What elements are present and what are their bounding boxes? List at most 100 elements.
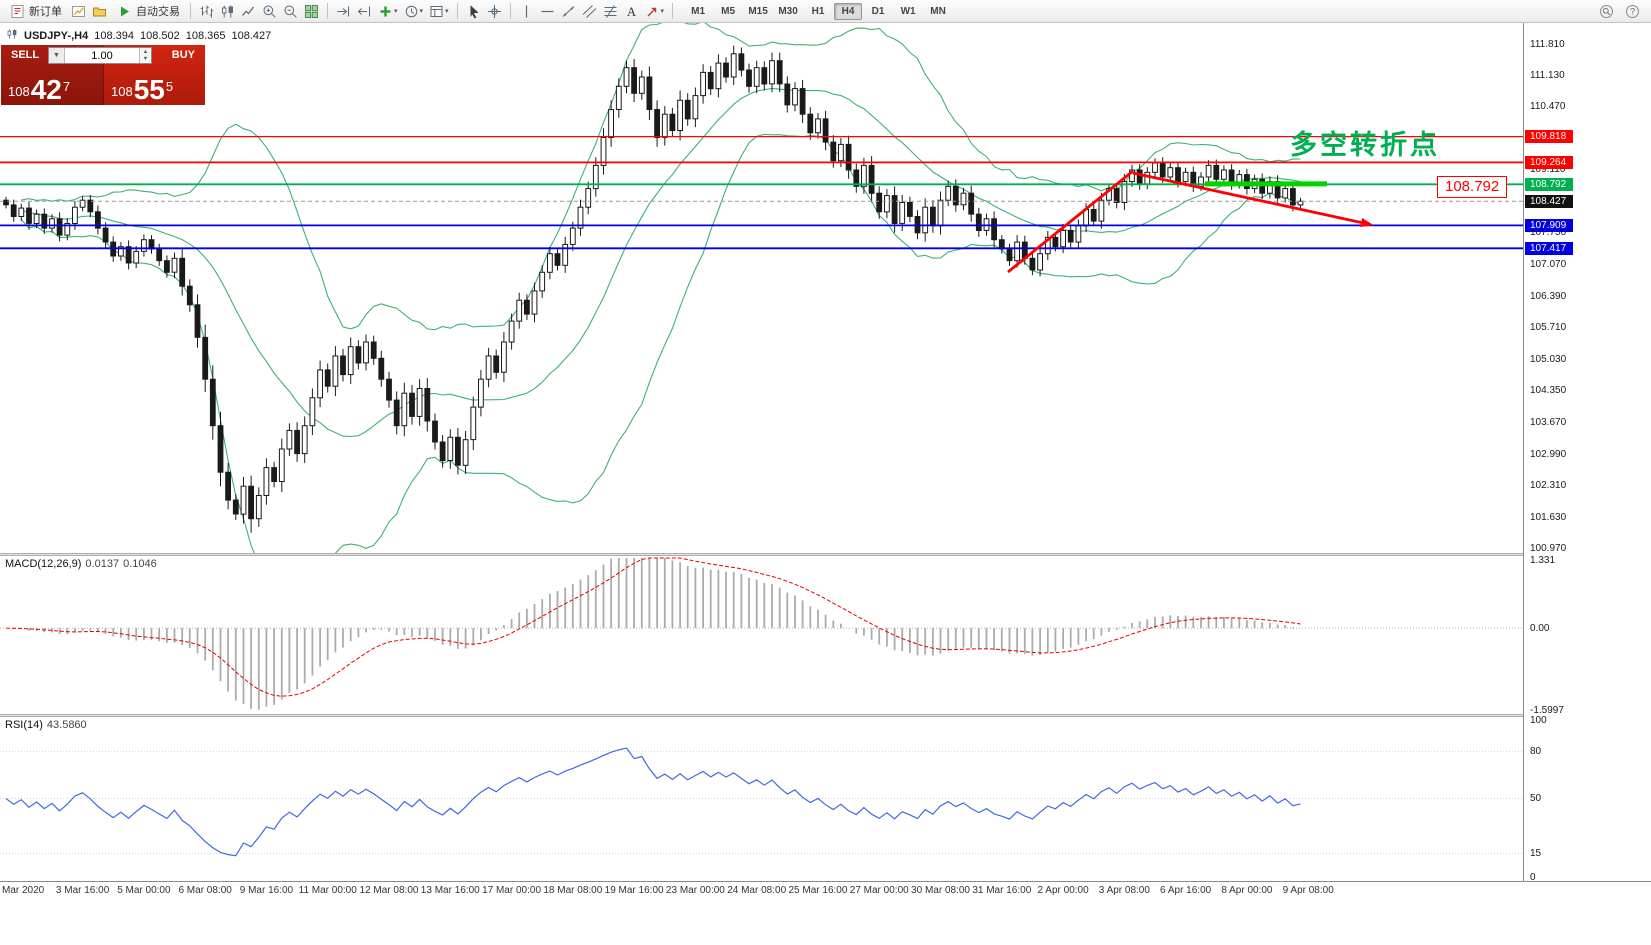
timeframe-m5-button[interactable]: M5 [721, 5, 736, 17]
templates-icon[interactable]: ▾ [427, 2, 451, 21]
horizontal-line-icon[interactable] [538, 2, 557, 21]
trend-arrow-line[interactable] [1132, 171, 1369, 226]
volume-input[interactable] [65, 48, 139, 63]
x-axis-label: Mar 2020 [2, 885, 45, 896]
timeframe-h4-button[interactable]: H4 [834, 2, 863, 20]
y-axis-label: 107.070 [1530, 258, 1567, 270]
level-price-tag: 107.909 [1525, 218, 1573, 232]
svg-text:A: A [627, 5, 636, 19]
buy-label: BUY [171, 49, 195, 61]
autotrading-button[interactable]: 自动交易 [111, 2, 185, 21]
sell-button[interactable]: SELL 108 42 7 [1, 45, 103, 105]
macd-name: MACD(12,26,9) [5, 558, 82, 570]
ohlc-high: 108.502 [139, 29, 180, 42]
text-icon[interactable]: A [622, 2, 641, 21]
rsi-axis-label: 15 [1530, 847, 1542, 859]
chevron-down-icon[interactable]: ▾ [419, 8, 424, 15]
profiles-icon[interactable] [90, 2, 109, 21]
price-label-box[interactable]: 108.792 [1437, 176, 1508, 198]
chevron-down-icon[interactable]: ▾ [394, 8, 398, 15]
timeframe-w1-button[interactable]: W1 [900, 5, 916, 17]
search-icon[interactable] [1597, 2, 1616, 21]
y-axis-label: 102.990 [1530, 448, 1567, 460]
timeframe-h1-button[interactable]: H1 [811, 5, 825, 17]
periods-icon[interactable]: ▾ [402, 2, 426, 21]
macd-axis-label: -1.5997 [1530, 704, 1564, 716]
zoom-in-icon[interactable] [260, 2, 279, 21]
ohlc-low: 108.365 [185, 29, 226, 42]
volume-control: ▼ ▲▼ [48, 47, 152, 64]
level-price-tag: 108.792 [1525, 177, 1573, 191]
auto-scroll-icon[interactable] [334, 2, 353, 21]
rsi-value: 43.5860 [46, 719, 87, 731]
chart-window: USDJPY-,H4 108.394 108.502 108.365 108.4… [0, 23, 1523, 553]
zoom-out-icon[interactable] [281, 2, 300, 21]
toolbar-separator [456, 3, 458, 19]
new-order-icon [10, 2, 25, 21]
channel-icon[interactable] [580, 2, 599, 21]
chevron-down-icon[interactable]: ▾ [445, 8, 449, 15]
bollinger-upper-band [21, 23, 1301, 331]
y-axis-label: 110.470 [1530, 100, 1566, 112]
volume-dropdown[interactable]: ▼ [49, 48, 65, 63]
candlestick-chart-icon[interactable] [218, 2, 237, 21]
trend-arrow-line[interactable] [1007, 169, 1134, 274]
timeframe-m1-button[interactable]: M1 [691, 5, 706, 17]
timeframe-d1-button[interactable]: D1 [871, 5, 885, 17]
line-chart-icon[interactable] [239, 2, 258, 21]
price-axis: 111.810111.130110.470109.790109.110108.4… [1523, 23, 1651, 883]
timeframe-m30-button[interactable]: M30 [778, 5, 798, 17]
y-axis-label: 107.750 [1530, 227, 1567, 239]
vertical-line-icon[interactable] [517, 2, 536, 21]
x-axis-label: 13 Mar 16:00 [420, 885, 480, 896]
level-price-tag: 107.417 [1525, 241, 1573, 255]
svg-text:?: ? [1630, 6, 1635, 16]
x-axis-label: 6 Apr 16:00 [1160, 885, 1212, 896]
chevron-down-icon[interactable]: ▾ [660, 8, 665, 15]
x-axis-label: 9 Mar 16:00 [239, 885, 294, 896]
crosshair-icon[interactable] [485, 2, 504, 21]
bar-chart-icon[interactable] [197, 2, 216, 21]
macd-signal-value: 0.1046 [123, 558, 157, 570]
toolbar-separator [190, 3, 191, 19]
autotrading-label: 自动交易 [136, 6, 180, 18]
main-chart-canvas[interactable] [0, 23, 1523, 553]
panel-resize-handle[interactable] [0, 714, 1523, 717]
x-axis-label: 25 Mar 16:00 [788, 885, 848, 896]
rsi-axis-label: 0 [1530, 871, 1536, 883]
tile-windows-icon[interactable] [302, 2, 321, 21]
toolbar-separator [672, 3, 674, 19]
symbol-name: USDJPY-,H4 [24, 29, 89, 42]
new-order-button[interactable]: 新订单 [4, 2, 67, 21]
bid-price-tag: 108.427 [1525, 194, 1573, 208]
x-axis-label: 6 Mar 08:00 [178, 885, 232, 896]
fibonacci-icon[interactable] [601, 2, 620, 21]
x-axis-label: 8 Apr 00:00 [1221, 885, 1273, 896]
x-axis-label: 3 Mar 16:00 [55, 885, 110, 896]
help-icon[interactable]: ? [1623, 2, 1642, 21]
timeframe-mn-button[interactable]: MN [930, 5, 946, 17]
macd-label-line: MACD(12,26,9) 0.0137 0.1046 [5, 558, 157, 570]
new-chart-icon[interactable] [69, 2, 88, 21]
x-axis-label: 12 Mar 08:00 [359, 885, 419, 896]
trendline-icon[interactable] [559, 2, 578, 21]
rsi-axis-label: 100 [1530, 714, 1547, 726]
y-axis-label: 104.350 [1530, 385, 1567, 397]
timeframe-buttons: M1 M5 M15 M30 H1 H4 D1 W1 MN [683, 2, 953, 20]
x-axis-label: 11 Mar 00:00 [298, 885, 357, 896]
chart-shift-icon[interactable] [355, 2, 374, 21]
rsi-axis-label: 80 [1530, 745, 1542, 757]
y-axis-label: 102.310 [1530, 480, 1567, 492]
macd-canvas[interactable] [0, 556, 1523, 714]
panel-resize-handle[interactable] [0, 553, 1523, 556]
indicators-icon[interactable]: ▾ [376, 2, 400, 21]
cursor-icon[interactable] [464, 2, 483, 21]
arrows-icon[interactable]: ▾ [643, 2, 667, 21]
x-axis-label: 17 Mar 00:00 [482, 885, 542, 896]
rsi-canvas[interactable] [0, 717, 1523, 881]
toolbar-separator [509, 3, 511, 19]
annotation-text[interactable]: 多空转折点 [1290, 130, 1440, 160]
x-axis-label: 5 Mar 00:00 [117, 885, 171, 896]
volume-spinner[interactable]: ▲ ▼ [139, 48, 151, 63]
timeframe-m15-button[interactable]: M15 [748, 5, 768, 17]
